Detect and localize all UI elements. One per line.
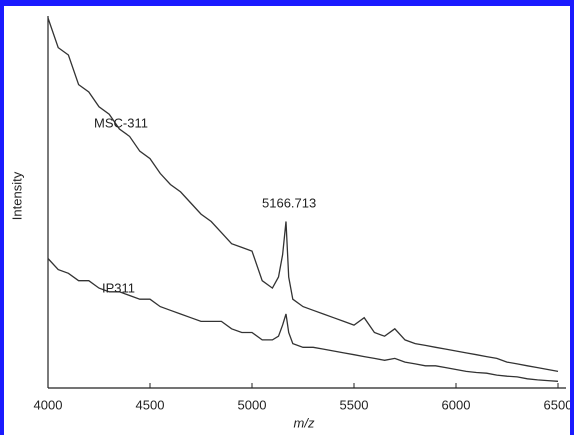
x-tick-label: 6000 xyxy=(442,397,471,412)
x-tick-label: 4500 xyxy=(136,397,165,412)
x-axis-label: m/z xyxy=(294,415,315,430)
x-tick-label: 5000 xyxy=(238,397,267,412)
annotation: 5166.713 xyxy=(262,195,316,210)
series-label: IP311 xyxy=(102,280,135,295)
series-line xyxy=(47,17,559,373)
y-axis-label: Intensity xyxy=(9,171,24,220)
series-label: MSC-311 xyxy=(94,115,148,130)
series-line xyxy=(47,258,559,382)
x-tick-label: 4000 xyxy=(34,397,63,412)
x-tick-label: 5500 xyxy=(340,397,369,412)
chart: Intensity m/z 4000 4500 5000 5500 6000 6500 MS… xyxy=(9,16,570,430)
x-tick-label: 6500 xyxy=(544,397,570,412)
